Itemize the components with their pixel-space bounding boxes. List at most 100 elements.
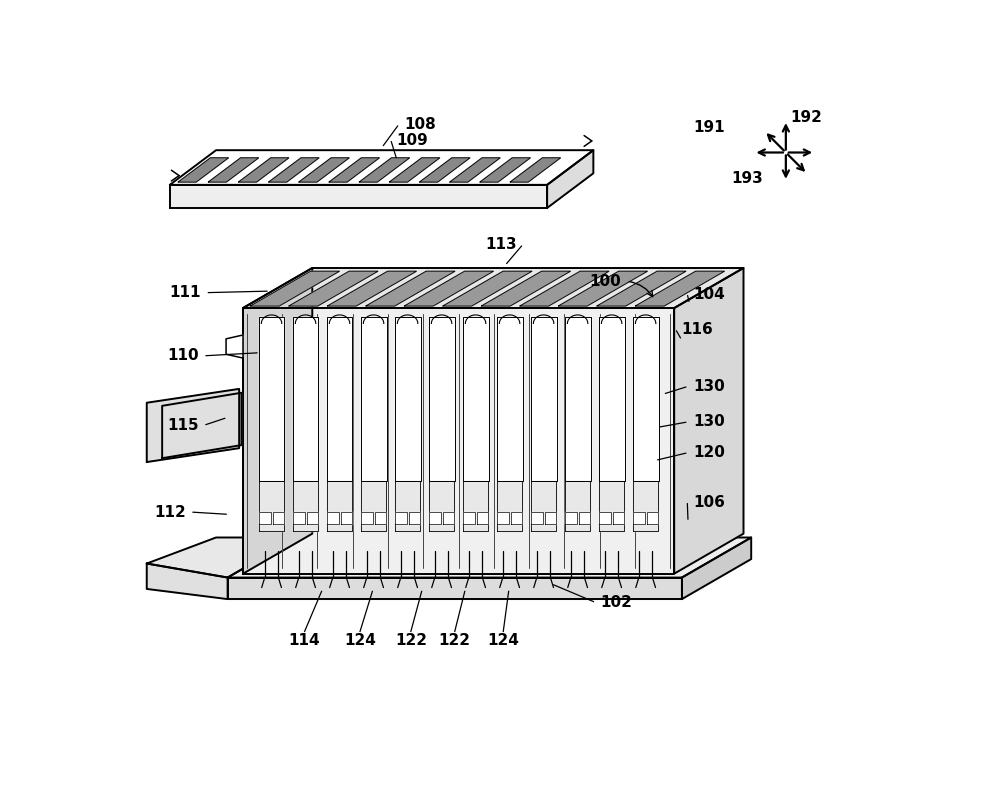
Polygon shape <box>450 158 500 182</box>
Polygon shape <box>520 271 609 306</box>
Polygon shape <box>289 271 378 306</box>
Polygon shape <box>497 482 522 532</box>
Polygon shape <box>293 318 318 482</box>
Polygon shape <box>599 318 625 482</box>
Polygon shape <box>547 150 593 208</box>
Polygon shape <box>429 318 455 482</box>
Polygon shape <box>599 512 611 524</box>
Polygon shape <box>429 482 454 532</box>
Polygon shape <box>565 482 590 532</box>
Text: 112: 112 <box>154 505 186 520</box>
Polygon shape <box>531 482 556 532</box>
Polygon shape <box>404 271 493 306</box>
Polygon shape <box>226 335 243 358</box>
Polygon shape <box>633 482 658 532</box>
Text: 130: 130 <box>693 379 725 394</box>
Polygon shape <box>531 512 543 524</box>
Polygon shape <box>647 512 658 524</box>
Polygon shape <box>250 271 339 306</box>
Text: 193: 193 <box>731 171 763 186</box>
Polygon shape <box>497 512 509 524</box>
Text: 110: 110 <box>167 349 199 363</box>
Polygon shape <box>243 268 312 574</box>
Polygon shape <box>477 512 488 524</box>
Polygon shape <box>341 512 352 524</box>
Polygon shape <box>228 578 682 599</box>
Polygon shape <box>147 389 239 462</box>
Polygon shape <box>259 482 284 532</box>
Polygon shape <box>597 271 686 306</box>
Text: 102: 102 <box>601 595 632 610</box>
Text: 122: 122 <box>395 633 427 648</box>
Polygon shape <box>395 512 407 524</box>
Polygon shape <box>329 158 379 182</box>
Polygon shape <box>327 271 416 306</box>
Polygon shape <box>359 158 410 182</box>
Polygon shape <box>178 158 229 182</box>
Polygon shape <box>599 482 624 532</box>
Text: 113: 113 <box>485 237 517 252</box>
Polygon shape <box>259 318 284 482</box>
Text: 100: 100 <box>589 274 621 289</box>
Polygon shape <box>545 512 556 524</box>
Polygon shape <box>443 271 532 306</box>
Text: 192: 192 <box>791 110 823 125</box>
Polygon shape <box>375 512 386 524</box>
Polygon shape <box>420 158 470 182</box>
Text: 114: 114 <box>289 633 320 648</box>
Polygon shape <box>510 158 561 182</box>
Polygon shape <box>480 158 530 182</box>
Text: 116: 116 <box>681 322 713 337</box>
Text: 106: 106 <box>693 494 725 509</box>
Polygon shape <box>635 271 724 306</box>
Polygon shape <box>238 158 289 182</box>
Polygon shape <box>633 512 645 524</box>
Polygon shape <box>395 318 421 482</box>
Polygon shape <box>511 512 522 524</box>
Polygon shape <box>299 158 349 182</box>
Text: 111: 111 <box>170 285 201 300</box>
Polygon shape <box>613 512 624 524</box>
Polygon shape <box>170 150 593 185</box>
Polygon shape <box>565 512 577 524</box>
Polygon shape <box>633 318 659 482</box>
Polygon shape <box>558 271 647 306</box>
Polygon shape <box>361 482 386 532</box>
Polygon shape <box>481 271 570 306</box>
Polygon shape <box>565 318 591 482</box>
Polygon shape <box>463 512 475 524</box>
Text: 124: 124 <box>487 633 519 648</box>
Text: 122: 122 <box>439 633 471 648</box>
Polygon shape <box>389 158 440 182</box>
Polygon shape <box>579 512 590 524</box>
Polygon shape <box>327 482 352 532</box>
Polygon shape <box>293 482 318 532</box>
Polygon shape <box>208 158 259 182</box>
Polygon shape <box>147 537 297 578</box>
Text: 108: 108 <box>404 117 436 132</box>
Polygon shape <box>162 392 241 458</box>
Polygon shape <box>170 185 547 208</box>
Polygon shape <box>243 268 744 308</box>
Polygon shape <box>395 482 420 532</box>
Polygon shape <box>147 564 228 599</box>
Polygon shape <box>674 268 744 574</box>
Polygon shape <box>361 512 373 524</box>
Polygon shape <box>228 537 751 578</box>
Polygon shape <box>327 318 352 482</box>
Polygon shape <box>429 512 441 524</box>
Text: 191: 191 <box>693 119 725 135</box>
Polygon shape <box>273 512 284 524</box>
Text: 130: 130 <box>693 415 725 430</box>
Text: 120: 120 <box>693 445 725 460</box>
Polygon shape <box>463 482 488 532</box>
Polygon shape <box>463 318 489 482</box>
Polygon shape <box>259 512 271 524</box>
Text: 104: 104 <box>693 287 725 302</box>
Text: 109: 109 <box>397 133 428 148</box>
Polygon shape <box>293 512 305 524</box>
Polygon shape <box>443 512 454 524</box>
Polygon shape <box>327 512 339 524</box>
Polygon shape <box>269 158 319 182</box>
Polygon shape <box>682 537 751 599</box>
